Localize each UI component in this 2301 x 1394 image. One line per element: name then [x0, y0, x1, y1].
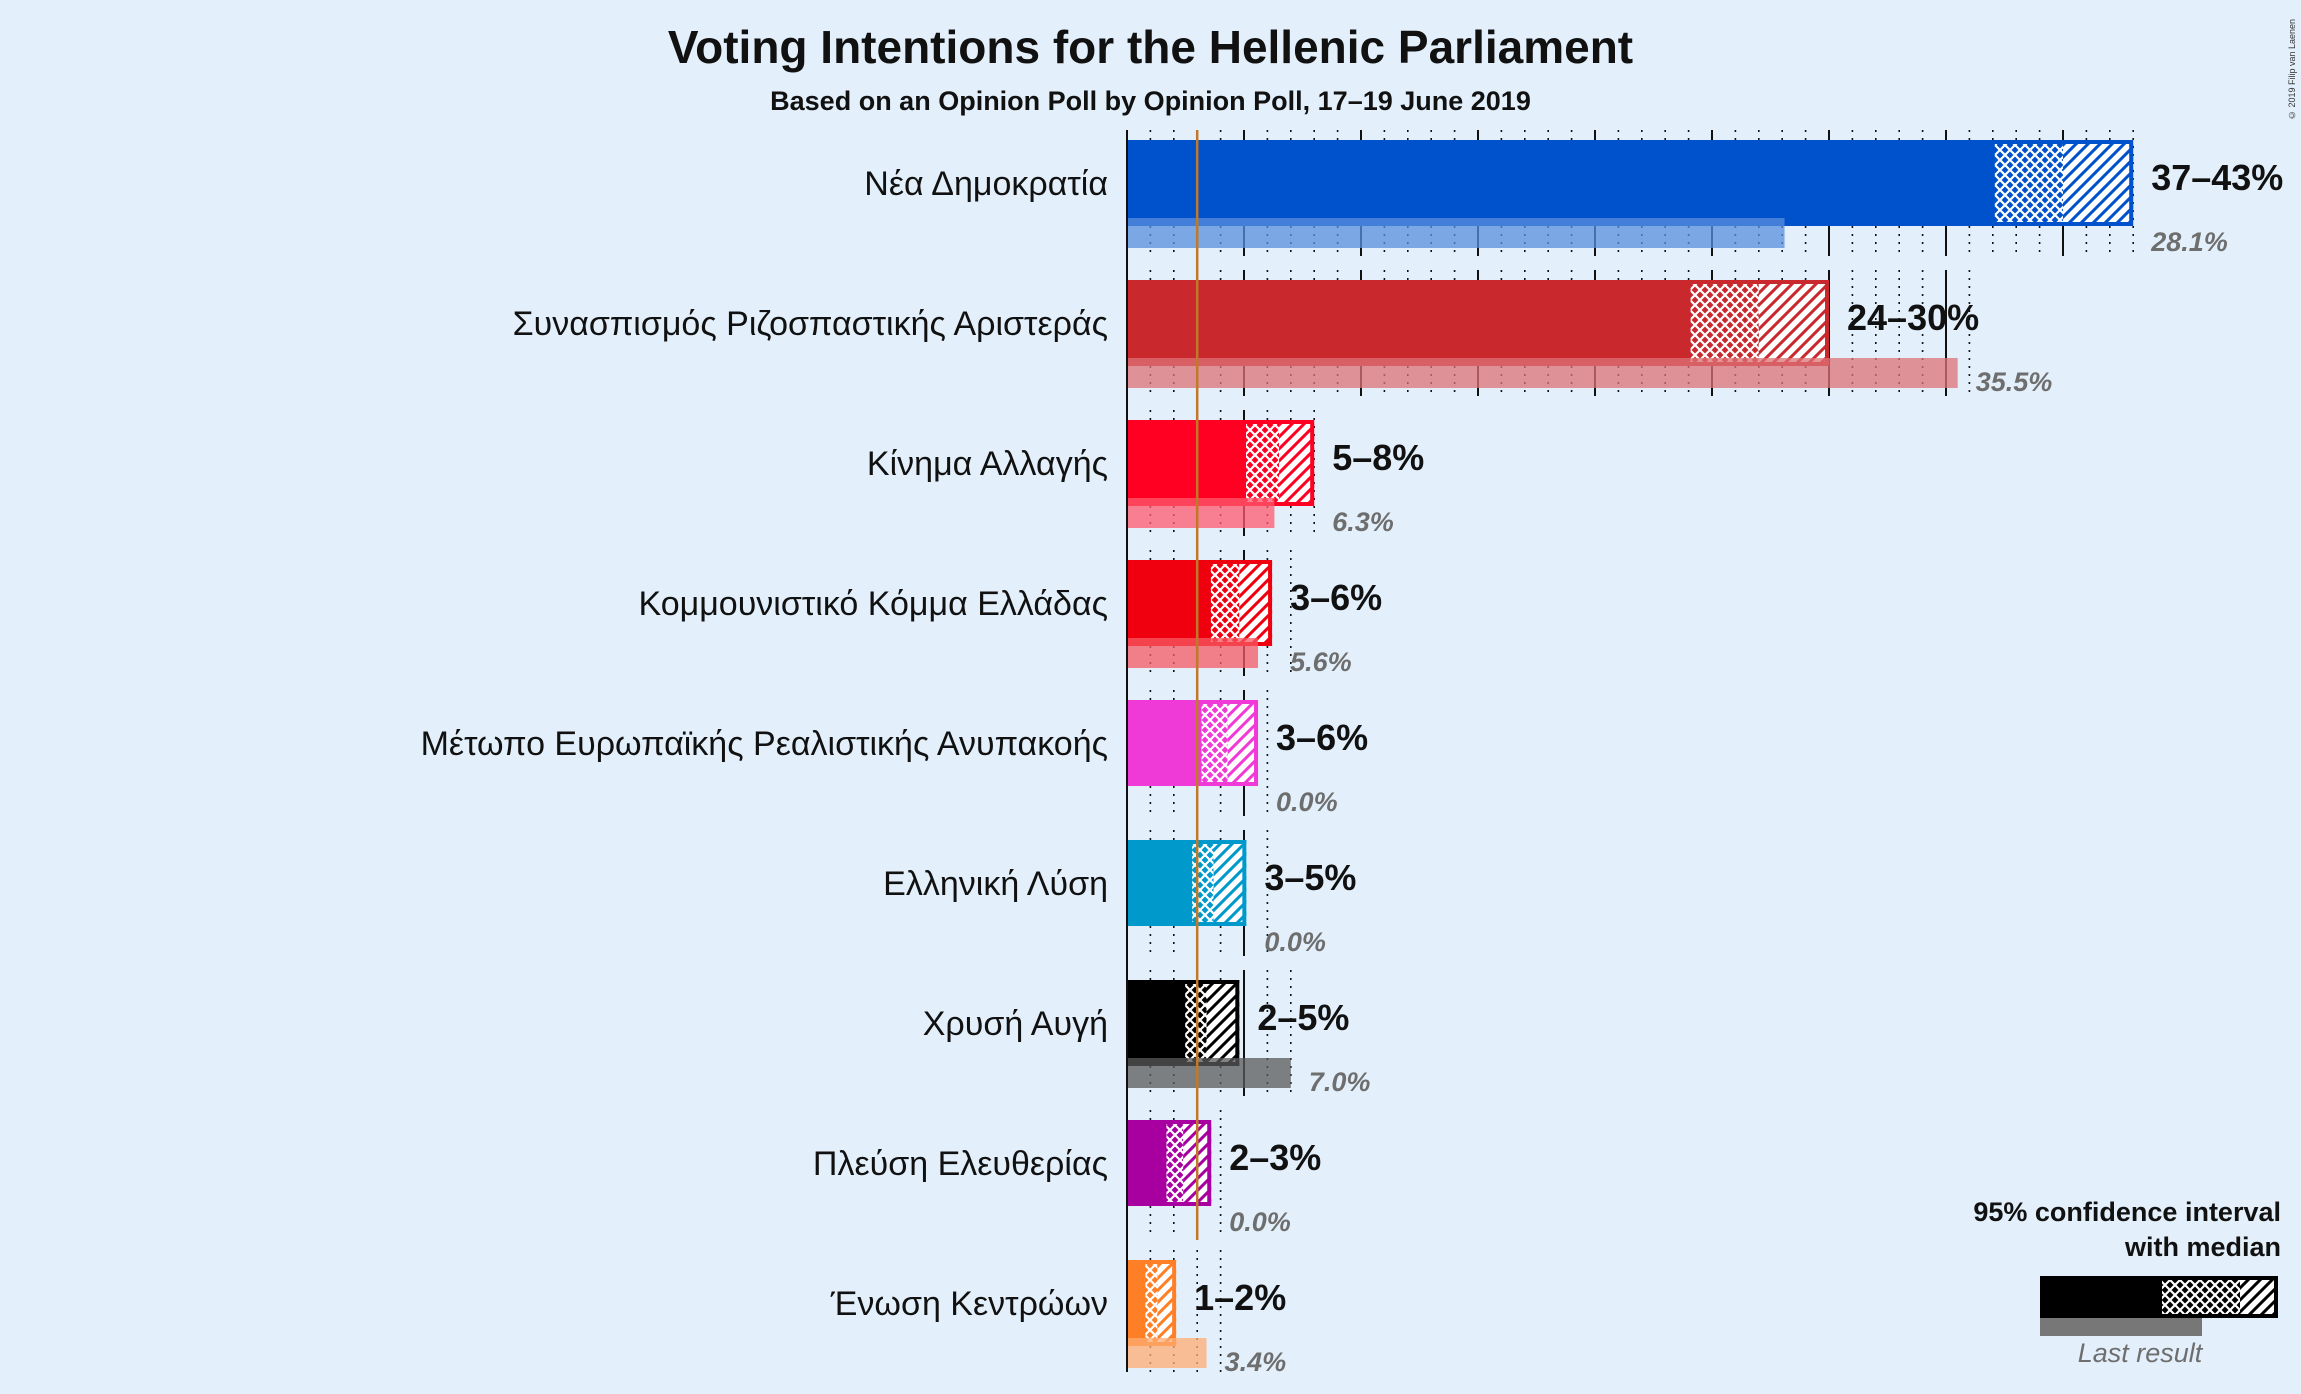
bar-ci-lower: [1199, 700, 1228, 786]
range-label: 5–8%: [1332, 437, 1424, 478]
bar-ci-upper: [1279, 420, 1315, 506]
bar-last-result: [1127, 358, 1958, 388]
last-result-label: 7.0%: [1309, 1067, 1371, 1097]
bar-ci-upper: [1206, 980, 1240, 1066]
chart-subtitle: Based on an Opinion Poll by Opinion Poll…: [770, 86, 1531, 116]
legend-graphic: [2040, 1276, 2278, 1336]
bar-ci-upper: [2063, 140, 2134, 226]
bar-solid: [1127, 280, 1689, 366]
range-label: 3–5%: [1264, 857, 1356, 898]
last-result-label: 6.3%: [1332, 507, 1394, 537]
range-label: 2–3%: [1229, 1137, 1321, 1178]
range-label: 1–2%: [1194, 1277, 1286, 1318]
bar-ci-outline: [1162, 1120, 1212, 1206]
range-label: 24–30%: [1847, 297, 1979, 338]
legend-ci-outline: [2158, 1276, 2278, 1318]
last-result-label: 0.0%: [1229, 1207, 1291, 1237]
bar-ci-upper: [1239, 560, 1273, 646]
party-label: Χρυσή Αυγή: [923, 1005, 1108, 1043]
bar-ci-lower: [1992, 140, 2063, 226]
last-result-label: 0.0%: [1276, 787, 1338, 817]
last-result-label: 0.0%: [1264, 927, 1326, 957]
bar-last-result: [1127, 1338, 1207, 1368]
bar-ci-lower: [1143, 1260, 1158, 1346]
bar-solid: [1127, 980, 1184, 1066]
bar-solid: [1127, 560, 1209, 646]
chart-title: Voting Intentions for the Hellenic Parli…: [667, 21, 1634, 73]
legend-last-result-label: Last result: [2077, 1338, 2203, 1368]
bar-ci-lower: [1164, 1120, 1184, 1206]
party-label: Κίνημα Αλλαγής: [867, 445, 1108, 483]
bar-ci-lower: [1688, 280, 1759, 366]
bar-ci-upper: [1758, 280, 1829, 366]
party-label: Πλεύση Ελευθερίας: [813, 1145, 1108, 1183]
bar-ci-lower: [1190, 840, 1214, 926]
bars-layer: Νέα Δημοκρατία 37–43% 28.1% Συνασπισμός Ριζ…: [421, 130, 2283, 1377]
range-label: 3–6%: [1276, 717, 1368, 758]
legend-title: 95% confidence interval with median: [1881, 1195, 2281, 1265]
bar-solid: [1127, 140, 1993, 226]
legend-title-line2: with median: [2124, 1232, 2281, 1262]
bar-last-result: [1127, 638, 1259, 668]
bar-last-result: [1127, 498, 1275, 528]
bar-solid: [1127, 420, 1244, 506]
bar-solid: [1127, 1260, 1144, 1346]
bar-ci-outline: [1197, 700, 1259, 786]
bar-last-result: [1127, 1058, 1291, 1088]
legend-title-line1: 95% confidence interval: [1973, 1197, 2281, 1227]
bar-solid: [1127, 1120, 1165, 1206]
range-label: 37–43%: [2151, 157, 2283, 198]
legend-last-result-bar: [2040, 1318, 2202, 1336]
bar-ci-outline: [1242, 420, 1315, 506]
bar-ci-lower: [1244, 420, 1280, 506]
party-label: Μέτωπο Ευρωπαϊκής Ρεαλιστικής Ανυπακοής: [421, 725, 1108, 763]
party-label: Ένωση Κεντρώων: [830, 1285, 1108, 1323]
bar-solid: [1127, 700, 1200, 786]
bar-solid: [1127, 840, 1191, 926]
range-label: 3–6%: [1290, 577, 1382, 618]
last-result-label: 35.5%: [1976, 367, 2053, 397]
party-label: Κομμουνιστικό Κόμμα Ελλάδας: [638, 585, 1108, 623]
party-label: Νέα Δημοκρατία: [864, 165, 1108, 203]
legend-solid: [2040, 1276, 2160, 1318]
legend-ci-lower: [2160, 1276, 2240, 1318]
party-label: Συνασπισμός Ριζοσπαστικής Αριστεράς: [513, 305, 1108, 343]
bar-ci-outline: [1990, 140, 2134, 226]
party-label: Ελληνική Λύση: [883, 865, 1108, 903]
bar-last-result: [1127, 218, 1785, 248]
bar-ci-upper: [1227, 700, 1259, 786]
bar-ci-upper: [1157, 1260, 1177, 1346]
bar-ci-lower: [1183, 980, 1207, 1066]
range-label: 2–5%: [1257, 997, 1349, 1038]
bar-ci-lower: [1208, 560, 1240, 646]
last-result-label: 28.1%: [2150, 227, 2228, 257]
bar-ci-upper: [1213, 840, 1247, 926]
last-result-label: 5.6%: [1290, 647, 1352, 677]
bar-ci-outline: [1188, 840, 1247, 926]
legend-ci-upper: [2240, 1276, 2278, 1318]
last-result-label: 3.4%: [1225, 1347, 1287, 1377]
